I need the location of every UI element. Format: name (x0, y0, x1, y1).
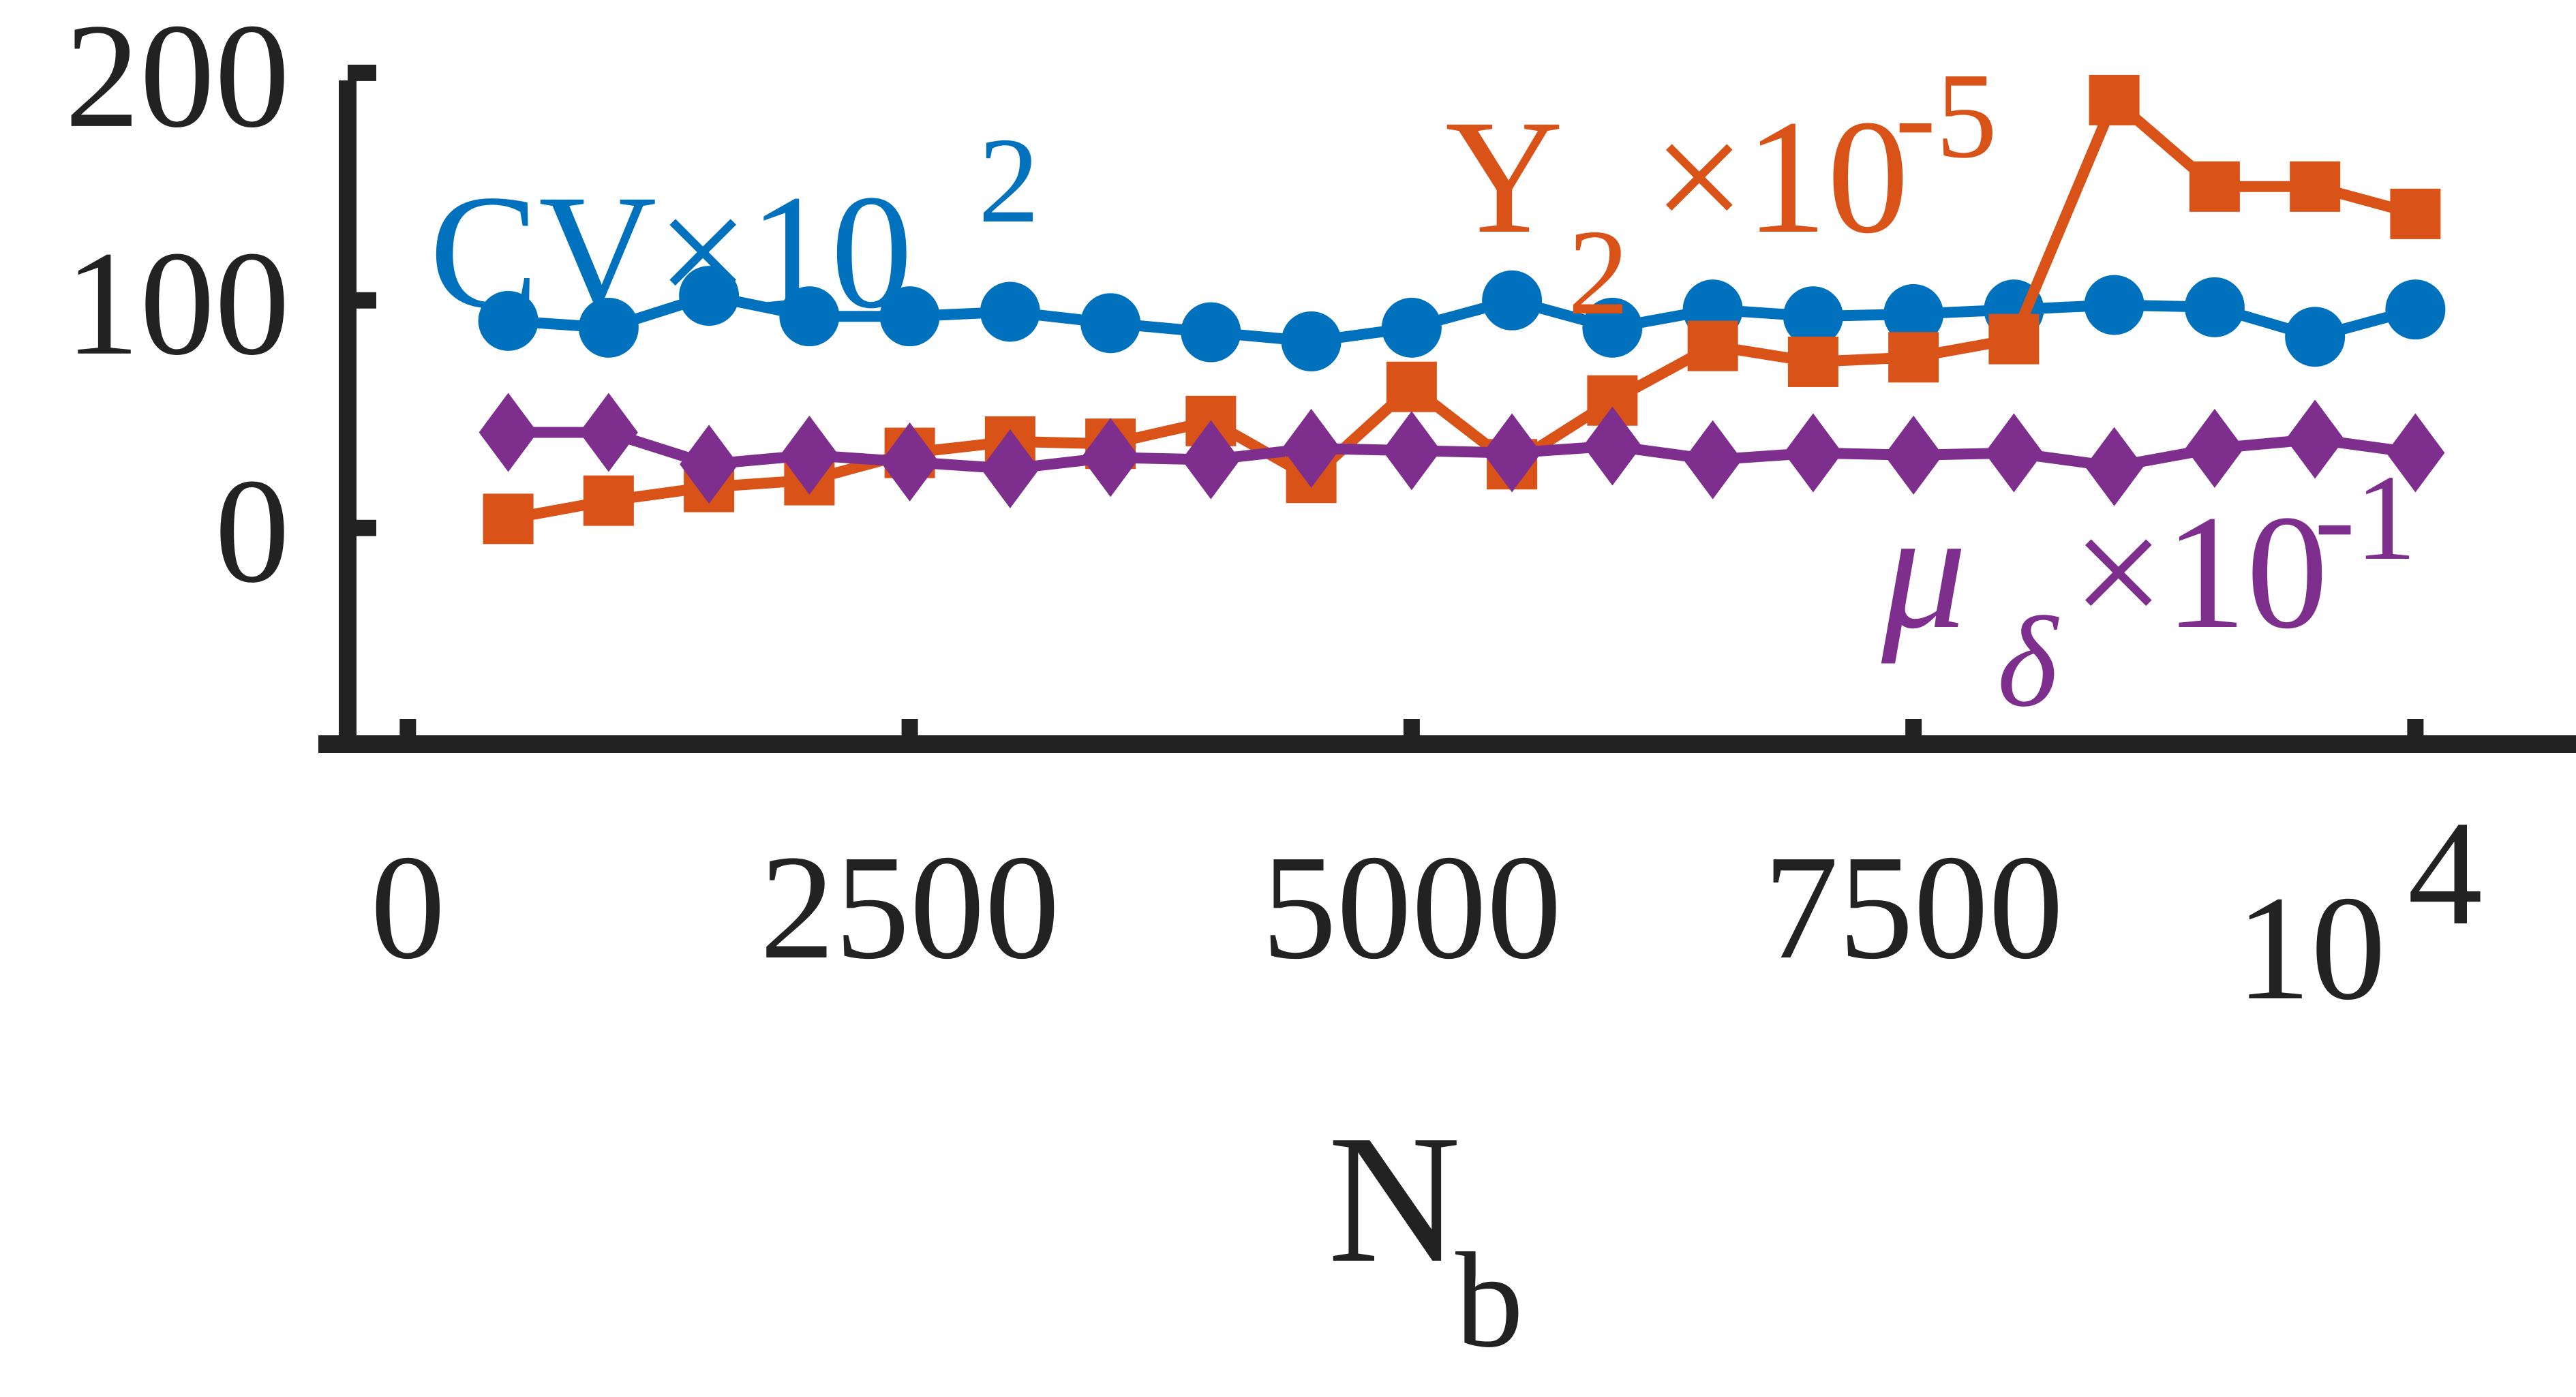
y-tick-label: 0 (215, 448, 290, 614)
x-multiplier: 10 4 (2236, 790, 2483, 1031)
series-label-mu-base: μ (1881, 476, 1967, 664)
data-point-circle (980, 281, 1040, 342)
series-label-mu-suffix: ×10 (2072, 481, 2328, 662)
series-label-y2-suffix: ×10 (1653, 86, 1909, 267)
x-tick-label: 7500 (1763, 824, 2063, 990)
data-point-circle (1883, 283, 1944, 344)
data-point-circle (1381, 297, 1442, 358)
series-label-y2-subscript: 2 (1568, 204, 1629, 340)
y-tick-label: 200 (65, 0, 290, 159)
x-tick-label: 0 (370, 824, 445, 990)
data-point-diamond (579, 393, 638, 472)
data-point-circle (578, 297, 639, 358)
data-point-diamond (2286, 399, 2345, 479)
series-label-mu-subscript: δ (1997, 591, 2059, 734)
data-point-diamond (880, 422, 939, 502)
x-axis-title: N b (1328, 1097, 1524, 1376)
data-point-diamond (980, 429, 1040, 508)
data-point-circle (478, 290, 539, 351)
series-diamond (479, 393, 2445, 508)
series-label-cv-base: CV×10 (429, 161, 913, 342)
data-point-diamond (2085, 427, 2144, 506)
x-tick-label: 5000 (1262, 824, 1562, 990)
data-point-diamond (1984, 413, 2044, 493)
x-tick-label: 2500 (760, 824, 1060, 990)
series-label-y2-base: Y (1445, 86, 1563, 267)
series-label-y2: Y 2 ×10 -5 (1445, 48, 1997, 340)
data-point-circle (1181, 302, 1241, 363)
series-layer (478, 74, 2446, 544)
series-label-mu: μ δ ×10 -1 (1881, 450, 2416, 734)
y-ticks: 0 100 200 (65, 0, 376, 614)
data-point-diamond (1683, 420, 1742, 500)
series-circle (478, 266, 2446, 371)
data-point-square (1787, 336, 1838, 387)
x-ticks: 0 2500 5000 7500 (370, 719, 2424, 990)
data-point-diamond (2185, 408, 2244, 488)
data-point-circle (2184, 277, 2245, 337)
data-point-circle (879, 286, 940, 347)
series-label-y2-exponent: -5 (1895, 48, 1997, 183)
data-point-diamond (1382, 411, 1441, 491)
data-point-square (1888, 332, 1939, 383)
axes (318, 80, 2576, 753)
data-point-diamond (479, 393, 538, 472)
data-point-circle (679, 266, 740, 326)
data-point-circle (1281, 311, 1342, 371)
data-point-square (2290, 161, 2341, 212)
data-point-diamond (1783, 413, 1843, 493)
data-point-square (1988, 313, 2040, 365)
data-point-square (2089, 74, 2140, 125)
data-point-square (1386, 361, 1437, 412)
x-axis-title-main: N (1328, 1097, 1461, 1301)
data-point-diamond (780, 415, 839, 495)
data-point-square (583, 475, 634, 526)
series-label-cv: CV×10 2 (429, 112, 1040, 342)
data-point-circle (2385, 279, 2446, 340)
data-point-square (2189, 161, 2240, 212)
data-point-diamond (1081, 418, 1140, 497)
data-point-diamond (1583, 406, 1642, 486)
x-multiplier-exponent: 4 (2408, 790, 2483, 956)
x-multiplier-base: 10 (2236, 865, 2386, 1031)
data-point-circle (779, 286, 840, 347)
data-point-square (2390, 188, 2441, 239)
data-point-diamond (1282, 408, 1341, 488)
data-point-diamond (680, 425, 739, 504)
data-point-square (483, 493, 534, 544)
data-point-diamond (2386, 413, 2445, 493)
data-point-circle (1482, 270, 1543, 331)
data-point-diamond (1483, 413, 1542, 493)
data-point-diamond (1181, 420, 1241, 500)
series-label-mu-exponent: -1 (2314, 450, 2416, 585)
data-point-circle (2084, 275, 2145, 335)
data-point-circle (1783, 286, 1843, 347)
data-point-circle (1080, 293, 1141, 354)
x-axis-title-subscript: b (1455, 1225, 1524, 1376)
y-tick-label: 100 (65, 220, 290, 386)
data-point-square (1687, 320, 1738, 371)
series-label-cv-exponent: 2 (978, 112, 1040, 248)
data-point-circle (1582, 297, 1643, 358)
data-point-circle (2285, 307, 2346, 367)
data-point-diamond (1884, 415, 1943, 495)
